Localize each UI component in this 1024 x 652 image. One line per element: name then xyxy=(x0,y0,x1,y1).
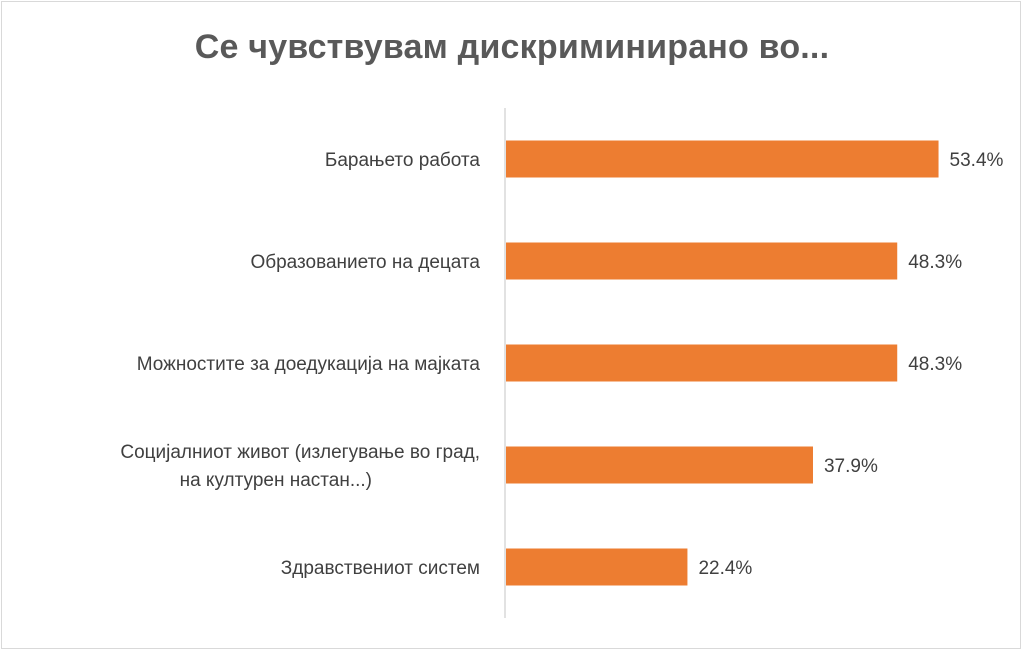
category-label-4: Здравствениот систем xyxy=(281,558,480,579)
value-label-3: 37.9% xyxy=(824,456,878,477)
category-label-3: Социјалниот живот (излегување во град, на… xyxy=(120,442,480,491)
bar-3 xyxy=(506,446,813,484)
chart-title: Се чувствувам дискриминирано во... xyxy=(194,28,830,66)
value-label-1: 48.3% xyxy=(908,252,962,273)
labels-layer: 53.4% Барањето работа 48.3% Образованието н… xyxy=(120,150,1003,579)
category-label-4-line-0: Здравствениот систем xyxy=(281,558,480,579)
value-label-2: 48.3% xyxy=(908,354,962,375)
bar-2 xyxy=(506,344,898,382)
bar-1 xyxy=(506,242,898,280)
category-label-0: Барањето работа xyxy=(325,150,481,171)
category-label-0-line-0: Барањето работа xyxy=(325,150,481,171)
value-label-4: 22.4% xyxy=(698,558,752,579)
category-label-3-line-0: Социјалниот живот (излегување во град, xyxy=(120,442,480,463)
category-label-1: Образованието на децата xyxy=(250,252,480,273)
bars-layer xyxy=(506,140,939,586)
category-label-2: Можностите за доедукација на мајката xyxy=(137,354,481,375)
category-label-1-line-0: Образованието на децата xyxy=(250,252,480,273)
value-label-0: 53.4% xyxy=(950,150,1004,171)
category-label-3-line-1: на културен настан...) xyxy=(180,470,372,491)
category-label-2-line-0: Можностите за доедукација на мајката xyxy=(137,354,481,375)
bar-0 xyxy=(506,140,939,178)
bar-4 xyxy=(506,548,688,586)
